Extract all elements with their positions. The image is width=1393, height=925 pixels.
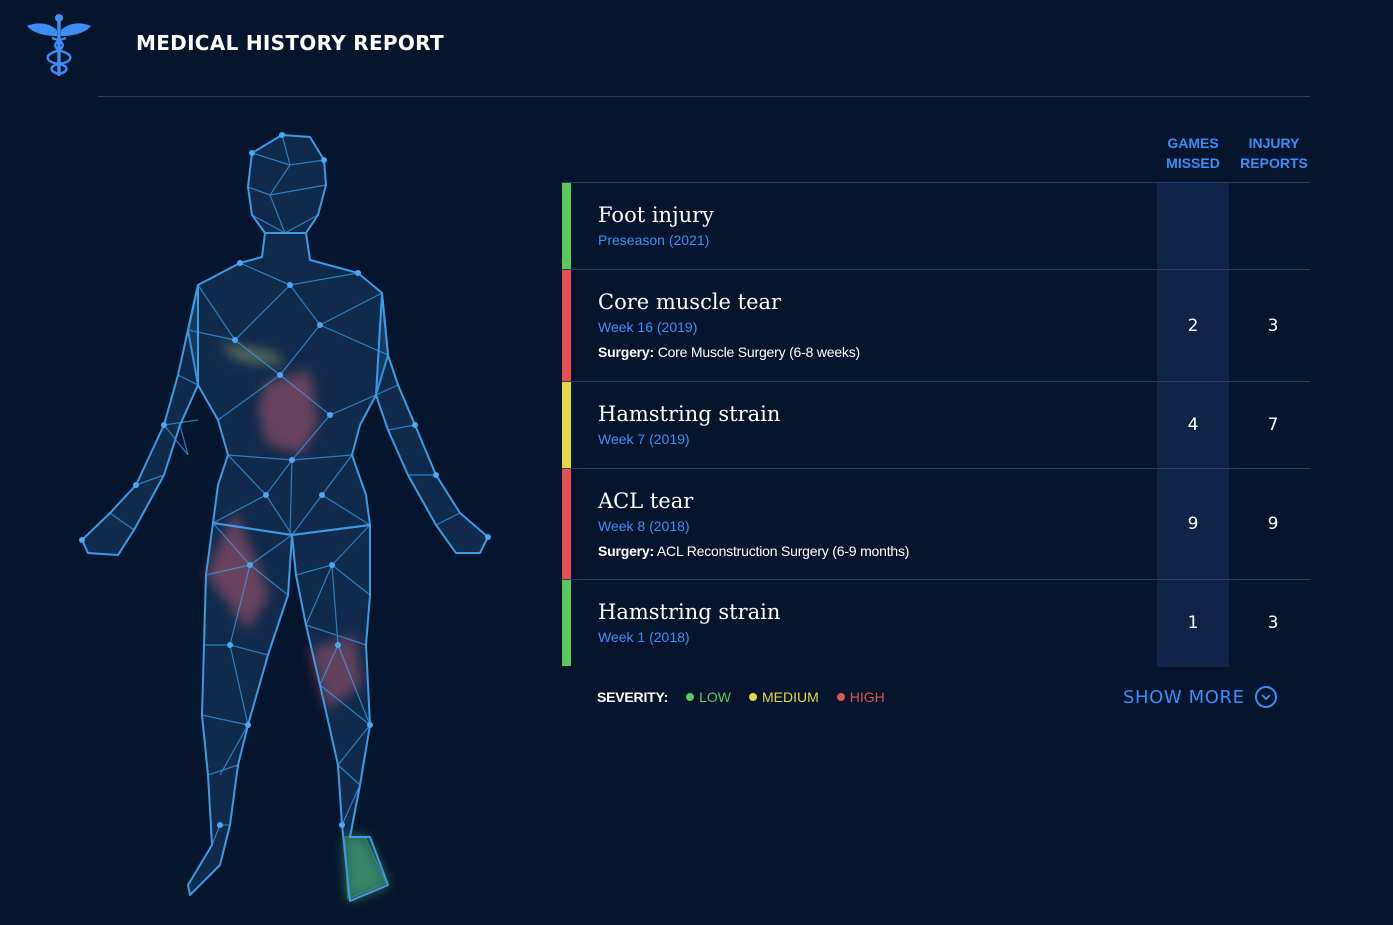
injury-reports-header: INJURY REPORTS — [1234, 133, 1314, 173]
legend-low-dot-icon — [686, 693, 695, 701]
severity-bar-medium — [562, 382, 571, 468]
legend-medium: MEDIUM — [748, 689, 819, 705]
highlight-chest — [218, 343, 285, 365]
injury-row[interactable]: Hamstring strain Week 7 (2019) 4 7 — [562, 381, 1310, 468]
injury-row[interactable]: Foot injury Preseason (2021) — [562, 182, 1310, 269]
injury-row[interactable]: ACL tear Week 8 (2018) Surgery: ACL Reco… — [562, 468, 1310, 579]
title-divider — [98, 96, 1310, 97]
legend-medium-text: MEDIUM — [761, 689, 819, 705]
severity-legend-label: SEVERITY: — [597, 689, 669, 705]
surgery-label: Surgery: — [598, 344, 654, 360]
caduceus-icon — [27, 14, 91, 76]
body-wireframe-figure — [79, 132, 491, 902]
severity-legend: SEVERITY: LOW MEDIUM HIGH — [597, 689, 903, 705]
severity-bar-high — [562, 469, 571, 579]
injury-date: Week 8 (2018) — [598, 518, 690, 534]
legend-high-text: HIGH — [849, 689, 885, 705]
injury-reports-value: 9 — [1267, 514, 1279, 534]
injury-row[interactable]: Core muscle tear Week 16 (2019) Surgery:… — [562, 269, 1310, 381]
games-missed-value: 2 — [1187, 315, 1199, 336]
highlight-abdomen — [258, 370, 318, 455]
surgery-detail: Core Muscle Surgery (6-8 weeks) — [657, 344, 861, 360]
severity-bar-low — [562, 183, 571, 269]
games-missed-value: 9 — [1187, 514, 1199, 534]
injury-date: Week 7 (2019) — [598, 431, 690, 447]
severity-bar-low — [562, 580, 571, 666]
injury-reports-value: 7 — [1267, 415, 1279, 435]
injury-name: Hamstring strain — [598, 402, 781, 426]
games-missed-value: 4 — [1187, 415, 1199, 435]
injury-surgery: Surgery: ACL Reconstruction Surgery (6-9… — [598, 542, 1310, 560]
injury-name: ACL tear — [598, 489, 694, 513]
highlight-right-thigh — [206, 510, 270, 630]
page-title: MEDICAL HISTORY REPORT — [136, 31, 444, 55]
show-more-button[interactable]: SHOW MORE — [1123, 686, 1277, 708]
games-missed-value: 1 — [1187, 613, 1199, 633]
injury-date: Preseason (2021) — [598, 232, 710, 248]
legend-high-dot-icon — [836, 693, 845, 701]
injury-date: Week 1 (2018) — [598, 629, 690, 645]
legend-medium-dot-icon — [748, 693, 757, 701]
injury-date: Week 16 (2019) — [598, 319, 698, 335]
surgery-detail: ACL Reconstruction Surgery (6-9 months) — [656, 543, 910, 559]
games-missed-value — [1157, 183, 1229, 269]
games-missed-header: GAMES MISSED — [1153, 133, 1233, 173]
legend-high: HIGH — [836, 689, 885, 705]
severity-bar-high — [562, 270, 571, 381]
show-more-label: SHOW MORE — [1123, 686, 1245, 708]
injury-name: Core muscle tear — [598, 290, 782, 314]
injury-name: Foot injury — [598, 203, 715, 227]
injury-reports-value: 3 — [1267, 613, 1279, 633]
legend-low: LOW — [686, 689, 731, 705]
legend-low-text: LOW — [699, 689, 731, 705]
injury-highlights — [206, 343, 388, 901]
games-missed-header-text: GAMES MISSED — [1166, 135, 1220, 171]
injury-reports-header-text: INJURY REPORTS — [1240, 135, 1308, 171]
injury-name: Hamstring strain — [598, 600, 781, 624]
highlight-left-knee — [310, 635, 362, 710]
highlight-left-foot — [345, 837, 388, 900]
chevron-down-circle-icon — [1254, 686, 1277, 708]
surgery-label: Surgery: — [598, 543, 654, 559]
injury-reports-value — [1237, 183, 1309, 269]
injury-reports-value: 3 — [1267, 315, 1279, 336]
injury-surgery: Surgery: Core Muscle Surgery (6-8 weeks) — [598, 343, 1310, 361]
injury-history-table: Foot injury Preseason (2021) Core muscle… — [562, 182, 1310, 667]
games-missed-column-band — [1157, 182, 1229, 667]
injury-row[interactable]: Hamstring strain Week 1 (2018) 1 3 — [562, 579, 1310, 666]
